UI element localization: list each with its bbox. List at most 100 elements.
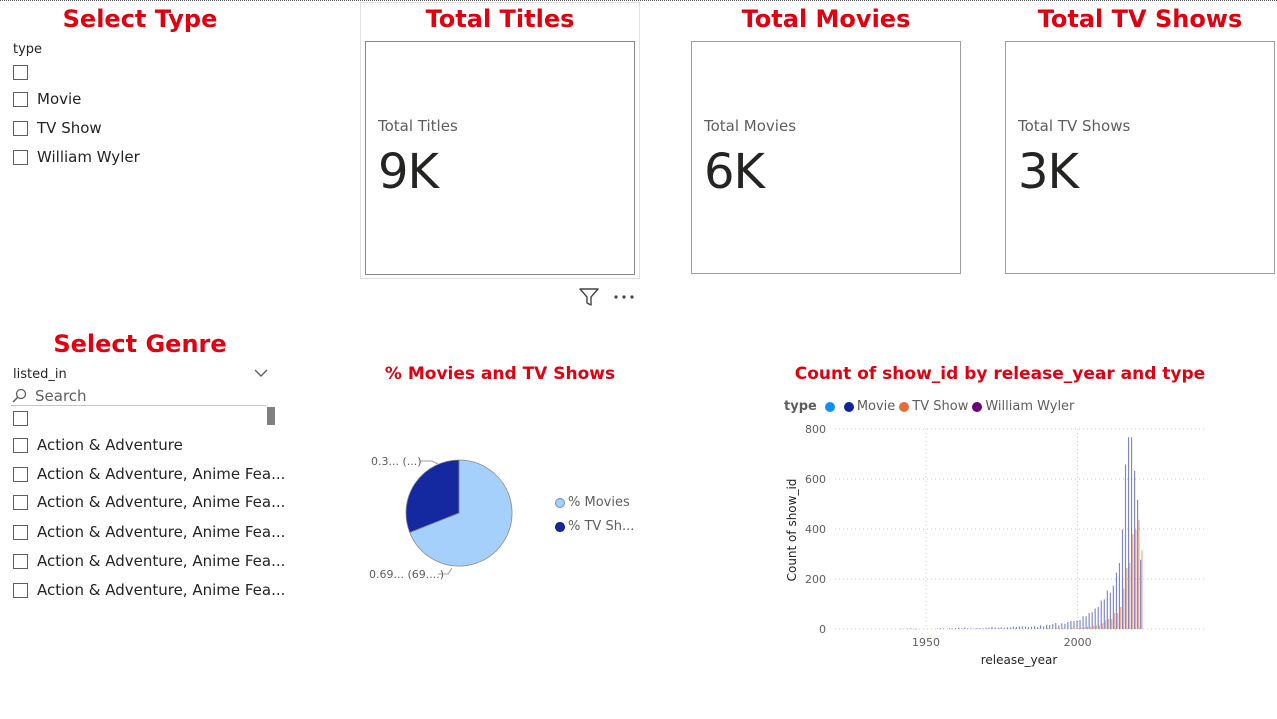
- bar-movie-2005[interactable]: [1091, 612, 1093, 629]
- pie-legend-tv-shows[interactable]: % TV Sh...: [555, 519, 634, 534]
- bar-movie-1966[interactable]: [973, 628, 975, 630]
- bar-movie-1984[interactable]: [1027, 627, 1030, 629]
- bar-movie-2015[interactable]: [1121, 529, 1124, 630]
- bar-movie-1996[interactable]: [1064, 623, 1066, 629]
- bar-tv-show-2011[interactable]: [1111, 619, 1113, 629]
- type-option-movie[interactable]: Movie: [13, 89, 81, 109]
- bar-movie-1978[interactable]: [1009, 627, 1011, 629]
- bar-movie-1967[interactable]: [976, 628, 978, 629]
- bar-movie-1993[interactable]: [1055, 623, 1057, 629]
- bar-tv-show-2014[interactable]: [1120, 607, 1122, 629]
- genre-option[interactable]: Action & Adventure, Anime Fea...: [13, 522, 285, 542]
- bar-movie-1975[interactable]: [1000, 627, 1002, 629]
- bar-movie-2008[interactable]: [1100, 600, 1102, 630]
- type-option-william-wyler[interactable]: William Wyler: [13, 147, 140, 167]
- bar-movie-2000[interactable]: [1076, 620, 1078, 629]
- bar-movie-2021[interactable]: [1140, 559, 1142, 629]
- checkbox[interactable]: [13, 437, 28, 453]
- bar-tv-show-2016[interactable]: [1126, 568, 1128, 629]
- bar-movie-2019[interactable]: [1134, 470, 1136, 629]
- bar-movie-1954[interactable]: [936, 628, 939, 630]
- pie-legend-movies[interactable]: % Movies: [555, 495, 630, 510]
- checkbox[interactable]: [13, 494, 28, 510]
- bar-tv-show-2017[interactable]: [1129, 562, 1131, 629]
- bar-tv-show-2005[interactable]: [1092, 625, 1094, 629]
- bar-tv-show-1998[interactable]: [1071, 628, 1073, 629]
- bar-movie-1980[interactable]: [1015, 627, 1017, 629]
- bar-movie-1988[interactable]: [1040, 625, 1042, 629]
- total-movies-card[interactable]: Total Movies 6K: [691, 41, 961, 274]
- bar-movie-1991[interactable]: [1049, 625, 1051, 629]
- bar-movie-1962[interactable]: [961, 628, 963, 629]
- filter-icon[interactable]: [578, 286, 600, 308]
- pie-slice-tv-shows[interactable]: [405, 459, 460, 534]
- genre-option[interactable]: [13, 408, 37, 428]
- bar-movie-1990[interactable]: [1046, 624, 1048, 629]
- checkbox[interactable]: [13, 120, 28, 136]
- pie-slice-movies[interactable]: [409, 459, 513, 567]
- bar-movie-1983[interactable]: [1024, 626, 1027, 630]
- type-option-tv-show[interactable]: TV Show: [13, 118, 102, 138]
- bar-tv-show-2010[interactable]: [1108, 619, 1110, 629]
- bar-movie-1976[interactable]: [1003, 627, 1005, 629]
- bar-movie-1999[interactable]: [1073, 621, 1075, 629]
- bar-movie-1973[interactable]: [994, 627, 996, 630]
- bar-tv-show-2004[interactable]: [1089, 626, 1091, 629]
- bar-movie-1955[interactable]: [939, 628, 942, 629]
- bar-movie-1982[interactable]: [1021, 626, 1023, 630]
- bar-tv-show-2007[interactable]: [1098, 625, 1101, 630]
- legend-dot-william-wyler[interactable]: [972, 401, 983, 412]
- bar-movie-1956[interactable]: [942, 628, 945, 630]
- checkbox[interactable]: [13, 410, 28, 426]
- bar-movie-2003[interactable]: [1085, 616, 1087, 629]
- bar-movie-2012[interactable]: [1112, 585, 1114, 629]
- legend-dot-tv-show[interactable]: [899, 401, 910, 412]
- bar-movie-1998[interactable]: [1070, 621, 1072, 629]
- bar-tv-show-2001[interactable]: [1080, 627, 1082, 629]
- checkbox[interactable]: [13, 64, 28, 80]
- bar-movie-1972[interactable]: [991, 627, 993, 629]
- bar-tv-show-2020[interactable]: [1138, 520, 1140, 629]
- bar-movie-1969[interactable]: [982, 628, 984, 630]
- bar-movie-1971[interactable]: [988, 627, 990, 629]
- bar-movie-1987[interactable]: [1036, 627, 1039, 629]
- bar-movie-1945[interactable]: [909, 628, 911, 629]
- bar-movie-2011[interactable]: [1109, 592, 1111, 629]
- bar-movie-1946[interactable]: [912, 628, 914, 630]
- bar-movie-1970[interactable]: [985, 627, 987, 629]
- bar-movie-1992[interactable]: [1052, 624, 1054, 629]
- bar-movie-2010[interactable]: [1106, 590, 1108, 630]
- bar-tv-show-2015[interactable]: [1123, 588, 1125, 630]
- total-titles-card[interactable]: Total Titles 9K: [365, 41, 635, 275]
- bar-tv-show-2008[interactable]: [1101, 623, 1104, 629]
- bar-movie-1981[interactable]: [1018, 626, 1020, 630]
- bar-tv-show-1990[interactable]: [1047, 628, 1049, 629]
- bar-movie-1986[interactable]: [1033, 626, 1036, 629]
- total-tv-shows-card[interactable]: Total TV Shows 3K: [1005, 41, 1275, 274]
- bar-tv-show-1995[interactable]: [1062, 628, 1064, 630]
- bar-movie-1942[interactable]: [900, 628, 902, 630]
- bar-movie-1961[interactable]: [958, 627, 960, 629]
- bar-tv-show-2018[interactable]: [1132, 534, 1134, 629]
- bar-movie-1979[interactable]: [1012, 626, 1014, 630]
- bar-movie-2007[interactable]: [1097, 607, 1099, 629]
- bar-movie-1995[interactable]: [1061, 623, 1063, 629]
- legend-dot-blank[interactable]: [824, 401, 835, 412]
- bar-tv-show-2021[interactable]: [1141, 550, 1143, 629]
- bar-movie-2016[interactable]: [1124, 464, 1127, 630]
- genre-option[interactable]: Action & Adventure, Anime Fea...: [13, 492, 285, 512]
- bar-movie-1960[interactable]: [955, 628, 957, 629]
- genre-list-scrollbar[interactable]: [267, 407, 275, 425]
- bar-tv-show-2012[interactable]: [1114, 613, 1116, 629]
- bar-tv-show-2006[interactable]: [1095, 625, 1098, 630]
- checkbox[interactable]: [13, 91, 28, 107]
- bar-movie-2014[interactable]: [1118, 563, 1121, 629]
- checkbox[interactable]: [13, 149, 28, 165]
- bar-movie-2002[interactable]: [1082, 616, 1084, 629]
- bar-movie-1977[interactable]: [1006, 627, 1008, 629]
- bar-movie-1997[interactable]: [1067, 622, 1069, 629]
- bar-movie-2001[interactable]: [1079, 620, 1081, 629]
- bar-movie-1989[interactable]: [1043, 626, 1045, 630]
- bar-movie-1963[interactable]: [964, 627, 966, 630]
- type-option-blank[interactable]: [13, 62, 37, 82]
